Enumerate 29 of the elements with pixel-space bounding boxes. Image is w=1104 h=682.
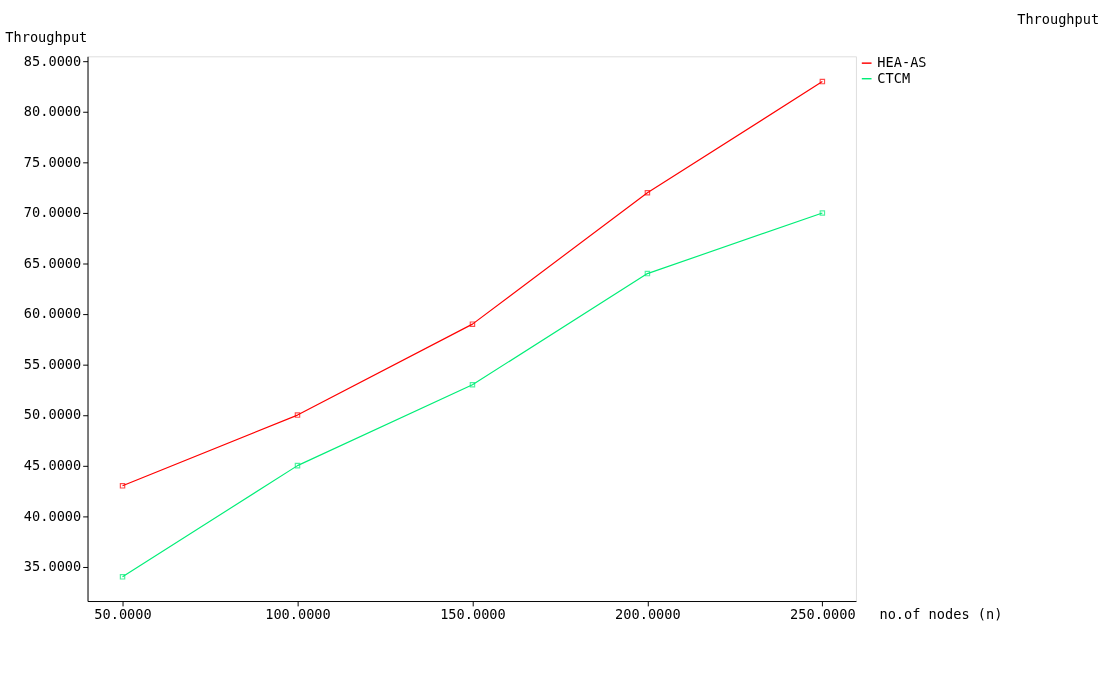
y-tick-label: 80.0000 xyxy=(23,103,82,120)
x-tick-label: 250.0000 xyxy=(790,606,856,623)
y-tick-label: 75.0000 xyxy=(23,153,82,170)
x-tick-label: 150.0000 xyxy=(440,606,506,623)
x-tick-label: 200.0000 xyxy=(615,606,681,623)
y-axis-title: Throughput xyxy=(5,29,88,46)
y-tick-label: 40.0000 xyxy=(23,507,82,524)
point xyxy=(294,412,301,418)
y-tick-label: 45.0000 xyxy=(23,457,82,473)
point xyxy=(119,574,126,580)
line-series xyxy=(119,210,826,580)
legend-label: CTCM xyxy=(877,69,911,86)
y-tick-label: 60.0000 xyxy=(23,305,82,322)
legend-label: HEA-AS xyxy=(877,54,927,71)
point xyxy=(119,483,126,489)
y-tick-label: 65.0000 xyxy=(23,254,82,271)
y-tick-label: 85.0000 xyxy=(23,52,82,69)
x-tick-label: 100.0000 xyxy=(265,606,331,623)
x-tick-label: 50.0000 xyxy=(94,606,152,623)
point xyxy=(469,382,476,388)
point xyxy=(469,321,476,327)
point xyxy=(819,210,826,216)
y-tick-label: 70.0000 xyxy=(23,204,82,221)
y-tick-label: 50.0000 xyxy=(23,406,82,423)
text: Throughput xyxy=(1017,11,1100,28)
y-tick-label: 35.0000 xyxy=(23,558,82,575)
y-tick-label: 55.0000 xyxy=(23,355,82,372)
x-axis-title: no.of nodes (n) xyxy=(879,606,1003,623)
point xyxy=(644,190,651,196)
